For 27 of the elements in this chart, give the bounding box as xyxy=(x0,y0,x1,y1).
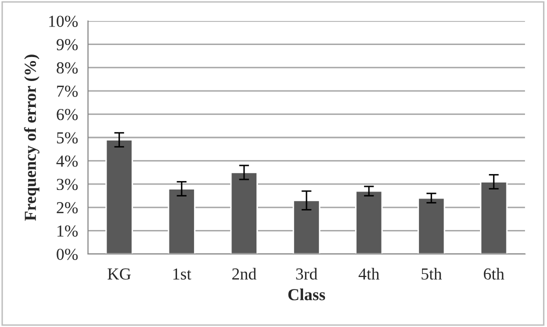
y-tick-label: 6% xyxy=(56,108,78,120)
bar xyxy=(168,188,196,254)
y-tick-label: 2% xyxy=(56,202,78,214)
y-tick-label: 3% xyxy=(56,178,78,190)
y-tick-label: 5% xyxy=(57,132,78,144)
y-tick-label: 1% xyxy=(58,225,78,237)
y-tick-label: 10% xyxy=(49,16,78,27)
y-tick-label: 0% xyxy=(56,248,78,260)
x-tick-label: 6th xyxy=(484,268,504,280)
x-tick-label: 5th xyxy=(422,268,442,280)
bar xyxy=(480,181,508,254)
y-tick-label: 9% xyxy=(56,39,78,50)
bar xyxy=(418,197,446,254)
y-tick-label: 8% xyxy=(56,62,78,74)
x-tick-label: KG xyxy=(108,268,131,280)
x-tick-label: 1st xyxy=(173,268,192,280)
y-tick-label: 4% xyxy=(56,156,78,167)
x-tick-label: 3rd xyxy=(296,268,318,280)
bar xyxy=(355,190,383,254)
y-tick-label: 7% xyxy=(57,86,78,97)
bar xyxy=(230,172,258,254)
y-axis-title: Frequency of error (%) xyxy=(24,54,40,221)
x-tick-label: 2nd xyxy=(232,268,256,280)
bar xyxy=(292,200,320,254)
x-tick-label: 4th xyxy=(358,268,380,280)
bar xyxy=(105,139,134,254)
x-axis-title: Class xyxy=(288,288,326,300)
